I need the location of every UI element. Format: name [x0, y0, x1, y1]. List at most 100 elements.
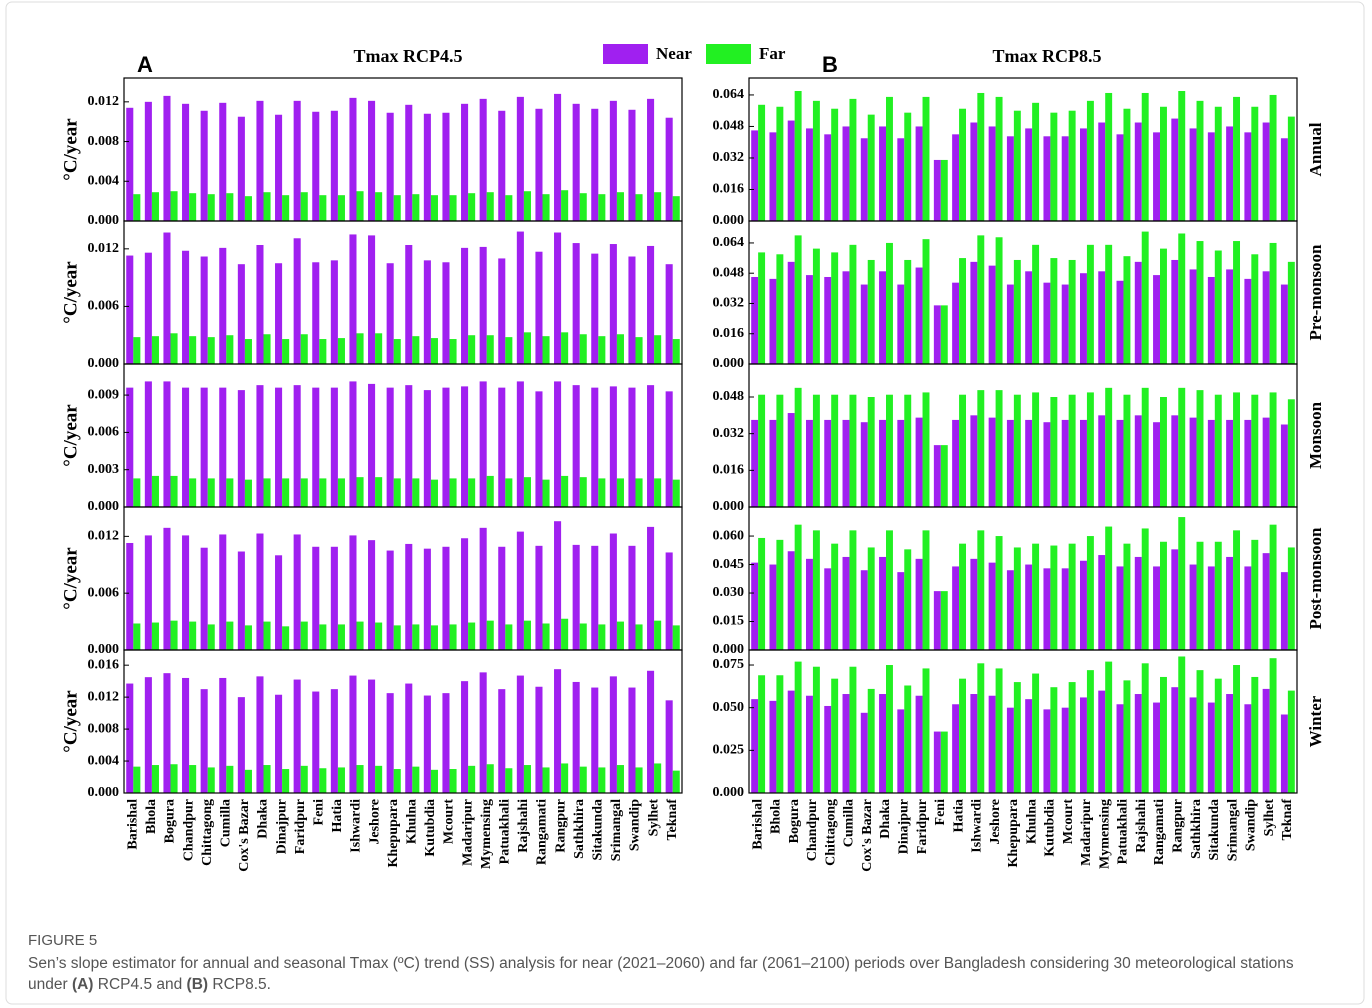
bar — [144, 381, 152, 507]
bar — [505, 768, 513, 793]
bar — [207, 337, 215, 364]
panel-side-label: Post-monsoon — [1306, 527, 1325, 630]
bar — [1086, 100, 1094, 221]
bar — [842, 694, 850, 793]
bar — [1116, 134, 1124, 221]
bar — [430, 479, 438, 507]
bar — [1214, 678, 1222, 793]
bar — [207, 767, 215, 793]
bar — [1050, 112, 1058, 221]
bar — [849, 530, 857, 650]
bar — [226, 478, 234, 507]
bar — [1032, 392, 1040, 507]
bar — [842, 126, 850, 221]
bar — [635, 194, 643, 221]
y-tick-label: 0.015 — [713, 614, 745, 629]
bar — [952, 134, 960, 221]
bar — [1280, 424, 1288, 507]
y-tick-label: 0.000 — [713, 642, 745, 657]
bar — [275, 555, 283, 650]
bar — [1105, 661, 1113, 793]
bar — [794, 661, 802, 793]
x-tick-label: Khulna — [1024, 799, 1039, 844]
y-tick-label: 0.006 — [88, 299, 120, 314]
bar — [1061, 568, 1069, 650]
bar — [300, 478, 308, 507]
bar — [1189, 564, 1197, 650]
bar — [886, 96, 893, 221]
bar — [133, 337, 141, 364]
bar — [498, 387, 506, 507]
bar — [1079, 128, 1087, 221]
bar — [330, 546, 338, 650]
bar — [1280, 284, 1288, 364]
bar — [126, 107, 134, 221]
bar — [337, 478, 345, 507]
bar — [319, 624, 327, 650]
bar — [1171, 549, 1179, 650]
x-tick-label: Kutubdia — [423, 799, 438, 857]
bar — [535, 251, 543, 364]
bar — [572, 385, 580, 507]
bar — [1251, 539, 1259, 650]
bar — [794, 91, 802, 221]
bar — [860, 284, 868, 364]
bar — [1116, 419, 1124, 507]
bar — [933, 731, 941, 793]
bar — [970, 558, 978, 650]
bar — [922, 668, 930, 793]
bar — [375, 765, 383, 793]
bar — [1068, 259, 1076, 364]
bar — [468, 478, 476, 507]
y-tick-label: 0.048 — [713, 265, 745, 280]
bar — [1160, 106, 1167, 221]
y-tick-label: 0.012 — [88, 689, 120, 704]
bar — [126, 683, 134, 793]
bar — [616, 334, 624, 364]
bar — [523, 191, 531, 221]
bar — [1116, 566, 1124, 650]
bar — [293, 385, 301, 507]
bar — [1043, 282, 1051, 364]
bar — [1244, 566, 1252, 650]
bar — [219, 102, 227, 221]
bar — [776, 106, 784, 221]
bar — [505, 337, 513, 364]
bar — [244, 479, 252, 507]
bar — [616, 478, 624, 507]
bar — [405, 385, 413, 507]
x-tick-label: Sathkhira — [572, 799, 587, 859]
bar — [461, 247, 469, 364]
y-tick-label: 0.012 — [88, 94, 120, 109]
bar — [554, 381, 562, 507]
y-tick-label: 0.009 — [88, 387, 120, 402]
bar — [226, 765, 234, 793]
bar — [356, 621, 364, 650]
bar — [794, 524, 802, 650]
bar — [170, 475, 178, 507]
bar — [1123, 256, 1131, 364]
bar — [647, 385, 655, 507]
bar — [386, 387, 394, 507]
x-tick-label: Barishal — [126, 799, 141, 850]
bar — [300, 621, 308, 650]
x-tick-label: Mcourt — [442, 799, 457, 844]
bar — [1006, 707, 1014, 793]
y-tick-label: 0.075 — [713, 657, 745, 672]
bar — [498, 110, 506, 221]
x-tick-label: Jeshore — [367, 799, 382, 845]
bar — [356, 333, 364, 364]
bar — [554, 93, 562, 221]
bar — [849, 244, 857, 364]
bar — [672, 625, 680, 650]
bar — [151, 475, 159, 507]
caption-part: RCP8.5. — [208, 976, 271, 993]
bar — [449, 195, 457, 221]
bar — [312, 387, 320, 507]
bar — [468, 622, 476, 650]
y-axis-label: °C/year — [60, 118, 81, 181]
bar — [1105, 387, 1113, 507]
bar — [430, 625, 438, 650]
bar — [1013, 394, 1021, 507]
